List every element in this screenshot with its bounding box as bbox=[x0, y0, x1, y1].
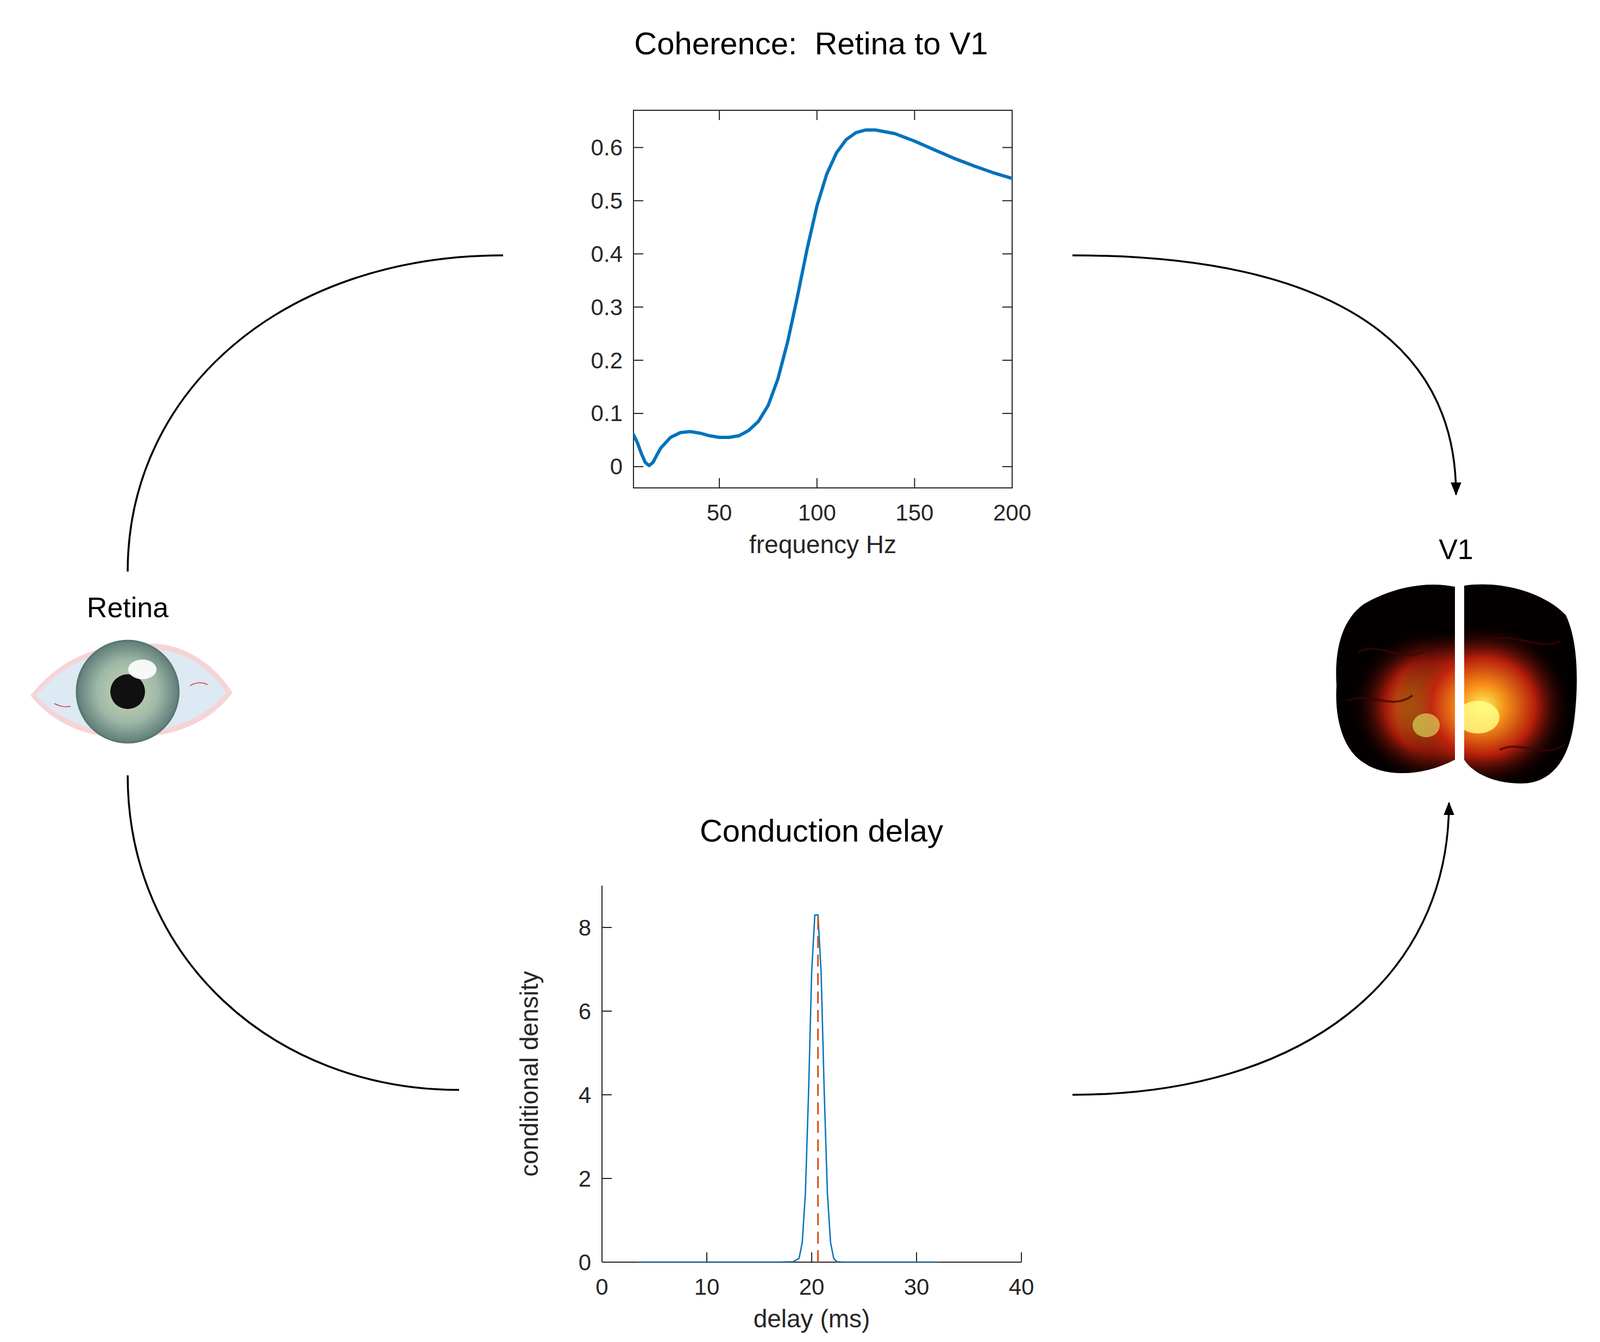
x-tick-label: 200 bbox=[993, 499, 1032, 526]
eye-icon bbox=[30, 640, 233, 743]
y-tick bbox=[633, 359, 644, 361]
y-tick bbox=[601, 1094, 612, 1096]
x-tick bbox=[1011, 478, 1013, 488]
x-tick bbox=[718, 478, 720, 488]
y-tick-label: 6 bbox=[578, 998, 592, 1025]
y-tick bbox=[601, 926, 612, 928]
y-tick-label: 4 bbox=[578, 1082, 592, 1108]
x-tick-label: 30 bbox=[904, 1274, 930, 1300]
x-tick bbox=[1011, 110, 1013, 121]
y-tick bbox=[1002, 412, 1013, 414]
x-tick bbox=[1020, 1252, 1022, 1263]
brain-gyrus bbox=[1488, 637, 1560, 645]
chart-panel: Conduction delay 0 2 4 6 8 0 10 20 30 40 delay (ms)… bbox=[515, 812, 1034, 1333]
y-tick bbox=[633, 253, 644, 255]
node-label: Retina bbox=[86, 591, 169, 624]
brain-gyrus bbox=[1499, 744, 1565, 751]
y-tick-label: 0 bbox=[610, 453, 623, 480]
x-tick bbox=[915, 1252, 918, 1263]
eye-vein bbox=[190, 682, 208, 686]
activation-peak bbox=[1412, 713, 1440, 738]
y-tick bbox=[633, 306, 644, 308]
eye-iris bbox=[76, 640, 179, 743]
y-tick bbox=[1002, 466, 1013, 468]
y-tick-label: 0.4 bbox=[591, 241, 623, 267]
y-tick bbox=[1002, 306, 1013, 308]
mode-line bbox=[817, 914, 819, 1263]
activation-peak bbox=[1456, 700, 1500, 734]
connector-arrow-0 bbox=[127, 255, 504, 572]
connector-arrow-2 bbox=[127, 775, 460, 1090]
x-tick bbox=[913, 110, 915, 121]
x-tick-label: 10 bbox=[694, 1274, 720, 1300]
y-tick-label: 0.2 bbox=[591, 347, 623, 374]
x-tick bbox=[706, 1252, 708, 1263]
y-tick-label: 0.3 bbox=[591, 294, 623, 320]
connector-arrow-1 bbox=[1072, 255, 1457, 495]
x-tick-label: 20 bbox=[799, 1274, 825, 1300]
x-tick bbox=[816, 110, 818, 121]
y-axis-line bbox=[601, 885, 603, 1263]
brain-activation bbox=[1347, 624, 1571, 788]
y-tick bbox=[633, 412, 644, 414]
connector-arrow-3 bbox=[1072, 802, 1449, 1095]
x-tick-label: 40 bbox=[1008, 1274, 1035, 1300]
chart-title: Coherence: Retina to V1 bbox=[634, 25, 988, 61]
y-tick-label: 2 bbox=[578, 1165, 592, 1192]
eye-pupil bbox=[110, 674, 146, 709]
plot-data bbox=[638, 914, 938, 1263]
y-tick-label: 0.5 bbox=[591, 187, 623, 214]
x-tick bbox=[913, 478, 915, 488]
x-tick bbox=[601, 1252, 603, 1263]
y-tick bbox=[601, 1261, 612, 1263]
x-tick bbox=[718, 110, 720, 121]
y-tick bbox=[1002, 147, 1013, 149]
y-tick-label: 0.6 bbox=[591, 134, 623, 161]
x-tick-label: 0 bbox=[595, 1274, 608, 1300]
x-tick-label: 150 bbox=[895, 499, 934, 526]
plot-data bbox=[633, 129, 1013, 466]
chart-panel: Coherence: Retina to V1 0 0.1 0.2 0.3 0.4 0.5 0… bbox=[591, 25, 1032, 559]
x-tick-label: 50 bbox=[706, 499, 733, 526]
activation-right bbox=[1396, 624, 1571, 788]
y-axis-title: conditional density bbox=[515, 970, 544, 1177]
series-line bbox=[633, 129, 1013, 466]
y-tick-label: 8 bbox=[578, 914, 592, 941]
brain-gyrus bbox=[1358, 648, 1424, 656]
stage: Retina V1 Coherence: Retina to V1 0 0.1 0.2 0.… bbox=[0, 0, 1600, 1342]
node-label: V1 bbox=[1438, 533, 1474, 566]
y-tick bbox=[1002, 253, 1013, 255]
y-tick bbox=[633, 466, 644, 468]
y-tick-label: 0.1 bbox=[591, 400, 623, 426]
series-line bbox=[638, 914, 938, 1263]
y-tick bbox=[601, 1177, 612, 1179]
chart-title: Conduction delay bbox=[699, 812, 944, 849]
y-tick bbox=[633, 147, 644, 149]
x-tick bbox=[811, 1252, 813, 1263]
x-axis-title: frequency Hz bbox=[749, 530, 897, 559]
y-tick bbox=[1002, 359, 1013, 361]
y-tick-label: 0 bbox=[578, 1249, 592, 1276]
x-tick bbox=[816, 478, 818, 488]
brain-icon bbox=[1335, 584, 1577, 788]
y-tick bbox=[601, 1010, 612, 1012]
eye-vein bbox=[54, 703, 71, 707]
y-tick bbox=[1002, 199, 1013, 202]
plot-frame bbox=[633, 110, 1013, 488]
brain-gyrus bbox=[1347, 695, 1413, 702]
x-tick-label: 100 bbox=[798, 499, 837, 526]
x-axis-title: delay (ms) bbox=[753, 1304, 871, 1333]
eye-highlight bbox=[128, 659, 157, 680]
y-tick bbox=[633, 199, 644, 202]
